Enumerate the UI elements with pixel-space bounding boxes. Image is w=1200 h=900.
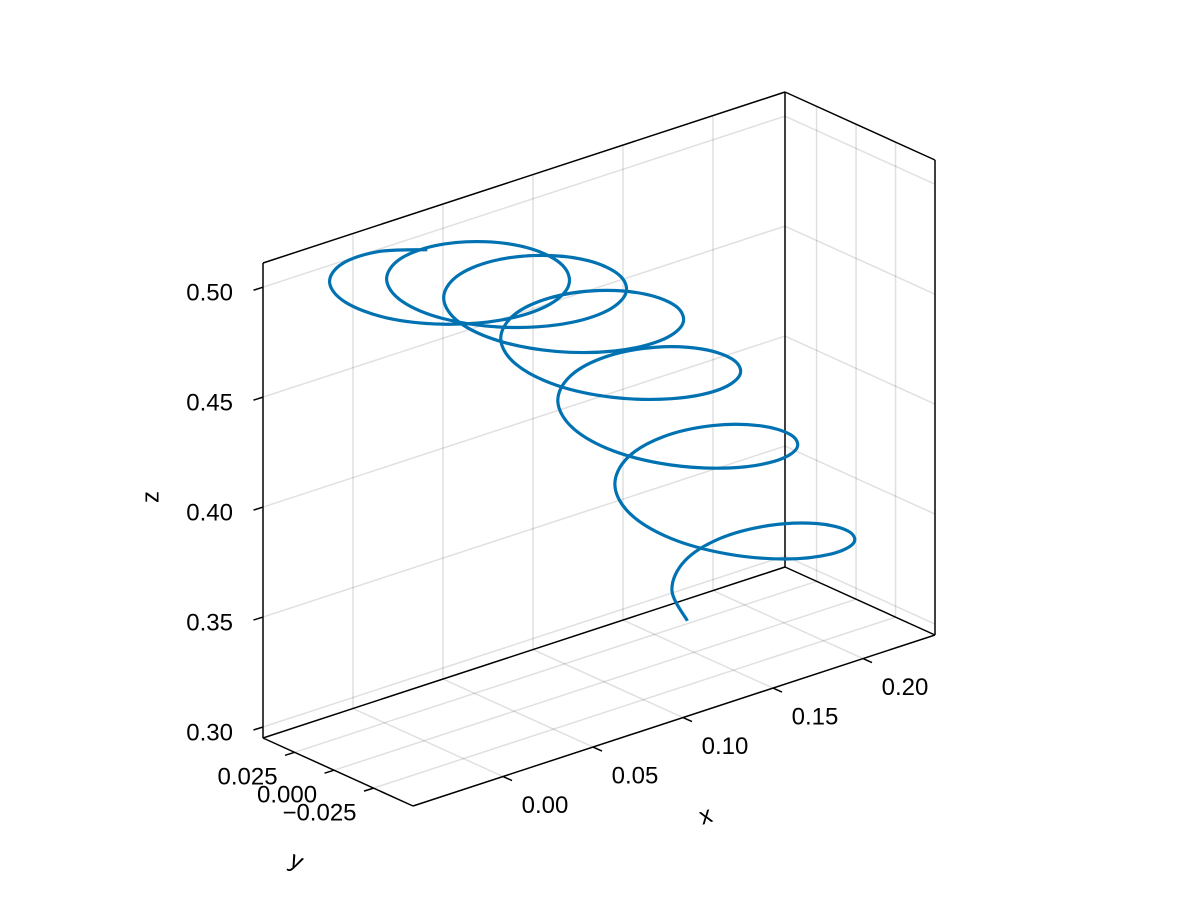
grid-line [784, 445, 936, 515]
x-tick [682, 716, 693, 723]
y-tick-label: 0.025 [218, 764, 278, 791]
grid-line [262, 445, 786, 618]
grid-line [294, 580, 817, 754]
grid-line [262, 115, 786, 288]
z-tick-label: 0.45 [186, 389, 233, 416]
y-tick-label: 0.000 [257, 782, 317, 809]
x-tick-label: 0.05 [612, 762, 659, 789]
grid-line [373, 616, 896, 789]
axis-line [412, 634, 936, 807]
grid-line [532, 648, 684, 719]
y-tick-label: −0.025 [282, 799, 356, 826]
axis-line [262, 566, 786, 739]
z-tick-label: 0.35 [186, 609, 233, 636]
x-tick [862, 657, 873, 664]
x-tick-label: 0.10 [702, 733, 749, 760]
grid-line [784, 555, 936, 625]
z-tick [253, 506, 264, 511]
z-tick-label: 0.30 [186, 719, 233, 746]
z-tick [253, 396, 264, 401]
grid-line [352, 707, 504, 778]
grid-line [784, 115, 936, 185]
y-tick [324, 769, 335, 774]
axis-line [262, 737, 414, 807]
grid-line [712, 589, 864, 660]
z-tick-label: 0.40 [186, 499, 233, 526]
grid-line [784, 335, 936, 405]
grid-line [622, 619, 774, 689]
line [327, 239, 857, 622]
x-axis-label: x [696, 801, 716, 830]
z-tick [253, 286, 264, 291]
grid-line [442, 678, 594, 748]
axis-line [262, 91, 786, 264]
grid-line [262, 555, 786, 728]
x-tick-label: 0.15 [792, 703, 839, 730]
x-tick-label: 0.20 [882, 674, 929, 701]
z-tick-label: 0.50 [186, 280, 233, 307]
y-tick [284, 751, 295, 757]
x-tick [772, 687, 783, 693]
grid-line [333, 598, 857, 771]
z-tick [253, 726, 264, 731]
plot-area [327, 239, 857, 622]
grid [262, 106, 936, 789]
y-axis-label: y [285, 846, 307, 876]
x-tick [502, 775, 513, 782]
grid-line [262, 225, 786, 398]
x-tick-label: 0.00 [522, 792, 569, 819]
x-tick [592, 746, 603, 752]
axis-frame [262, 91, 936, 807]
grid-line [262, 335, 786, 508]
grid-line [784, 225, 936, 295]
z-axis-label: z [137, 491, 164, 503]
axis-line [784, 566, 936, 636]
z-tick [253, 616, 264, 621]
axis-line [784, 91, 936, 161]
y-tick [363, 787, 374, 792]
